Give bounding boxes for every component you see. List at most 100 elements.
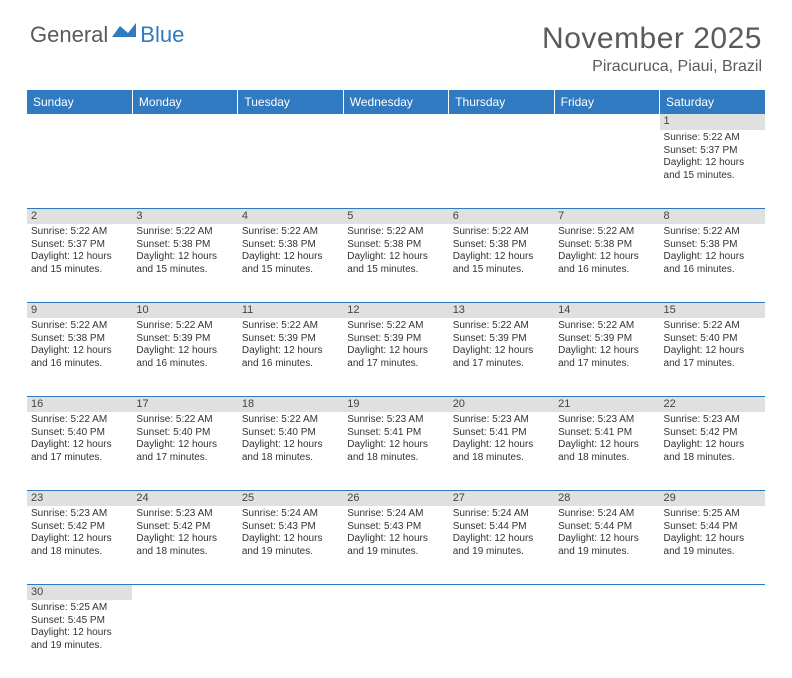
- day-number-cell: [343, 584, 448, 600]
- day-number-cell: 13: [449, 302, 554, 318]
- day-number-cell: [238, 114, 343, 130]
- day-cell: Sunrise: 5:23 AMSunset: 5:41 PMDaylight:…: [343, 412, 448, 490]
- logo-text-general: General: [30, 22, 108, 48]
- daynum-row: 30: [27, 584, 765, 600]
- day-number-cell: 9: [27, 302, 132, 318]
- day-cell: [449, 130, 554, 208]
- day-number-cell: 18: [238, 396, 343, 412]
- day-number-cell: [449, 114, 554, 130]
- day-number-cell: 17: [132, 396, 237, 412]
- day-number-cell: [660, 584, 765, 600]
- day-detail: Sunrise: 5:22 AMSunset: 5:39 PMDaylight:…: [242, 320, 339, 370]
- logo: General Blue: [30, 22, 184, 48]
- day-detail: Sunrise: 5:22 AMSunset: 5:38 PMDaylight:…: [347, 226, 444, 276]
- day-cell: Sunrise: 5:23 AMSunset: 5:42 PMDaylight:…: [660, 412, 765, 490]
- day-number-cell: 2: [27, 208, 132, 224]
- daynum-row: 16171819202122: [27, 396, 765, 412]
- day-cell: Sunrise: 5:22 AMSunset: 5:38 PMDaylight:…: [343, 224, 448, 302]
- day-detail: Sunrise: 5:24 AMSunset: 5:43 PMDaylight:…: [242, 508, 339, 558]
- day-cell: Sunrise: 5:22 AMSunset: 5:39 PMDaylight:…: [343, 318, 448, 396]
- day-cell: Sunrise: 5:22 AMSunset: 5:40 PMDaylight:…: [238, 412, 343, 490]
- day-cell: [343, 130, 448, 208]
- day-cell: Sunrise: 5:24 AMSunset: 5:44 PMDaylight:…: [449, 506, 554, 584]
- day-number-cell: 6: [449, 208, 554, 224]
- day-cell: Sunrise: 5:23 AMSunset: 5:41 PMDaylight:…: [554, 412, 659, 490]
- day-number-cell: 14: [554, 302, 659, 318]
- day-detail: Sunrise: 5:22 AMSunset: 5:38 PMDaylight:…: [664, 226, 761, 276]
- day-cell: [27, 130, 132, 208]
- day-detail: Sunrise: 5:25 AMSunset: 5:44 PMDaylight:…: [664, 508, 761, 558]
- day-detail: Sunrise: 5:23 AMSunset: 5:41 PMDaylight:…: [453, 414, 550, 464]
- month-title: November 2025: [542, 22, 762, 56]
- day-number-cell: [27, 114, 132, 130]
- day-number-cell: 12: [343, 302, 448, 318]
- day-number-cell: 11: [238, 302, 343, 318]
- week-row: Sunrise: 5:22 AMSunset: 5:37 PMDaylight:…: [27, 224, 765, 302]
- day-detail: Sunrise: 5:23 AMSunset: 5:42 PMDaylight:…: [136, 508, 233, 558]
- day-detail: Sunrise: 5:22 AMSunset: 5:38 PMDaylight:…: [136, 226, 233, 276]
- day-header: Sunday: [27, 90, 132, 114]
- week-row: Sunrise: 5:22 AMSunset: 5:40 PMDaylight:…: [27, 412, 765, 490]
- location: Piracuruca, Piaui, Brazil: [542, 58, 762, 76]
- day-cell: Sunrise: 5:22 AMSunset: 5:39 PMDaylight:…: [554, 318, 659, 396]
- day-number-cell: 20: [449, 396, 554, 412]
- day-cell: [238, 130, 343, 208]
- logo-text-blue: Blue: [114, 22, 184, 48]
- day-number-cell: 29: [660, 490, 765, 506]
- day-detail: Sunrise: 5:22 AMSunset: 5:38 PMDaylight:…: [453, 226, 550, 276]
- day-number-cell: [132, 584, 237, 600]
- day-cell: Sunrise: 5:22 AMSunset: 5:38 PMDaylight:…: [449, 224, 554, 302]
- day-header: Thursday: [449, 90, 554, 114]
- day-detail: Sunrise: 5:22 AMSunset: 5:38 PMDaylight:…: [242, 226, 339, 276]
- day-cell: Sunrise: 5:22 AMSunset: 5:37 PMDaylight:…: [27, 224, 132, 302]
- day-detail: Sunrise: 5:22 AMSunset: 5:40 PMDaylight:…: [31, 414, 128, 464]
- day-cell: Sunrise: 5:22 AMSunset: 5:37 PMDaylight:…: [660, 130, 765, 208]
- day-detail: Sunrise: 5:23 AMSunset: 5:41 PMDaylight:…: [347, 414, 444, 464]
- day-cell: Sunrise: 5:22 AMSunset: 5:38 PMDaylight:…: [27, 318, 132, 396]
- title-block: November 2025 Piracuruca, Piaui, Brazil: [542, 22, 762, 76]
- day-number-cell: 26: [343, 490, 448, 506]
- day-number-cell: 7: [554, 208, 659, 224]
- day-number-cell: 4: [238, 208, 343, 224]
- day-number-cell: 3: [132, 208, 237, 224]
- day-detail: Sunrise: 5:22 AMSunset: 5:38 PMDaylight:…: [558, 226, 655, 276]
- header: General Blue November 2025 Piracuruca, P…: [0, 0, 792, 84]
- day-header: Friday: [554, 90, 659, 114]
- day-detail: Sunrise: 5:22 AMSunset: 5:37 PMDaylight:…: [664, 132, 761, 182]
- day-cell: Sunrise: 5:23 AMSunset: 5:42 PMDaylight:…: [27, 506, 132, 584]
- day-number-cell: [449, 584, 554, 600]
- day-detail: Sunrise: 5:22 AMSunset: 5:40 PMDaylight:…: [664, 320, 761, 370]
- day-detail: Sunrise: 5:24 AMSunset: 5:44 PMDaylight:…: [453, 508, 550, 558]
- day-number-cell: [132, 114, 237, 130]
- day-cell: [554, 130, 659, 208]
- day-detail: Sunrise: 5:23 AMSunset: 5:42 PMDaylight:…: [664, 414, 761, 464]
- day-cell: Sunrise: 5:22 AMSunset: 5:39 PMDaylight:…: [449, 318, 554, 396]
- day-header: Tuesday: [238, 90, 343, 114]
- daynum-row: 23242526272829: [27, 490, 765, 506]
- day-cell: Sunrise: 5:23 AMSunset: 5:41 PMDaylight:…: [449, 412, 554, 490]
- day-number-cell: 28: [554, 490, 659, 506]
- day-number-cell: 8: [660, 208, 765, 224]
- calendar-table: SundayMondayTuesdayWednesdayThursdayFrid…: [27, 90, 765, 678]
- day-number-cell: 22: [660, 396, 765, 412]
- week-row: Sunrise: 5:23 AMSunset: 5:42 PMDaylight:…: [27, 506, 765, 584]
- day-number-cell: [554, 114, 659, 130]
- day-detail: Sunrise: 5:22 AMSunset: 5:40 PMDaylight:…: [136, 414, 233, 464]
- day-cell: Sunrise: 5:24 AMSunset: 5:43 PMDaylight:…: [238, 506, 343, 584]
- day-cell: Sunrise: 5:22 AMSunset: 5:38 PMDaylight:…: [554, 224, 659, 302]
- day-number-cell: 27: [449, 490, 554, 506]
- day-detail: Sunrise: 5:22 AMSunset: 5:39 PMDaylight:…: [558, 320, 655, 370]
- day-header: Saturday: [660, 90, 765, 114]
- daynum-row: 1: [27, 114, 765, 130]
- daynum-row: 2345678: [27, 208, 765, 224]
- daynum-row: 9101112131415: [27, 302, 765, 318]
- day-cell: Sunrise: 5:22 AMSunset: 5:38 PMDaylight:…: [238, 224, 343, 302]
- day-detail: Sunrise: 5:24 AMSunset: 5:43 PMDaylight:…: [347, 508, 444, 558]
- day-cell: Sunrise: 5:23 AMSunset: 5:42 PMDaylight:…: [132, 506, 237, 584]
- day-detail: Sunrise: 5:24 AMSunset: 5:44 PMDaylight:…: [558, 508, 655, 558]
- calendar-body: 1 Sunrise: 5:22 AMSunset: 5:37 PMDaylight…: [27, 114, 765, 678]
- day-cell: Sunrise: 5:22 AMSunset: 5:40 PMDaylight:…: [27, 412, 132, 490]
- day-detail: Sunrise: 5:25 AMSunset: 5:45 PMDaylight:…: [31, 602, 128, 652]
- day-cell: Sunrise: 5:24 AMSunset: 5:43 PMDaylight:…: [343, 506, 448, 584]
- day-number-cell: 1: [660, 114, 765, 130]
